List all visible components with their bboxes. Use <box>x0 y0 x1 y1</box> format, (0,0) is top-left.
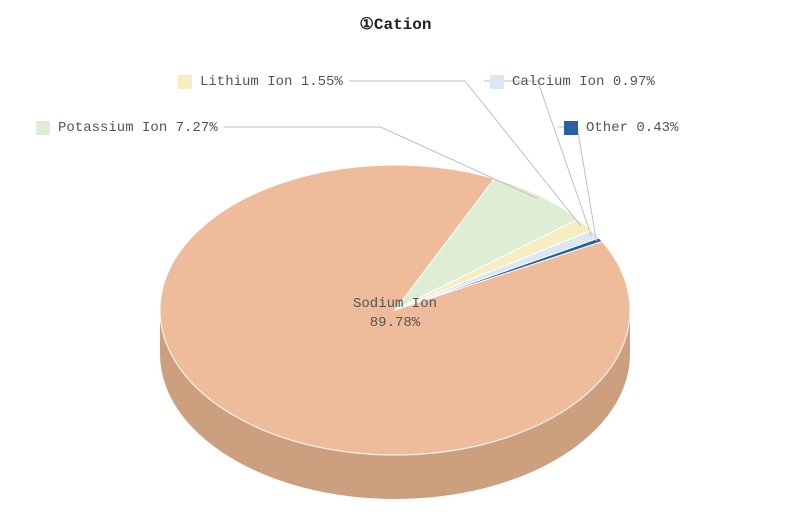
cation-pie-chart: ①Cation Potassium Ion 7.27%Lithium Ion 1… <box>0 0 791 521</box>
inner-label-line2: 89.78% <box>305 314 485 333</box>
legend-swatch <box>178 75 192 89</box>
legend-text: Potassium Ion 7.27% <box>58 120 218 136</box>
legend-text: Other 0.43% <box>586 120 678 136</box>
legend-item-other: Other 0.43% <box>564 120 678 136</box>
legend-swatch <box>490 75 504 89</box>
legend-item-potassium-ion: Potassium Ion 7.27% <box>36 120 218 136</box>
inner-label-line1: Sodium Ion <box>305 295 485 314</box>
pie-svg <box>0 0 791 521</box>
legend-text: Lithium Ion 1.55% <box>200 74 343 90</box>
legend-item-calcium-ion: Calcium Ion 0.97% <box>490 74 655 90</box>
legend-swatch <box>564 121 578 135</box>
legend-swatch <box>36 121 50 135</box>
inner-label-sodium-ion: Sodium Ion89.78% <box>305 295 485 333</box>
legend-item-lithium-ion: Lithium Ion 1.55% <box>178 74 343 90</box>
legend-text: Calcium Ion 0.97% <box>512 74 655 90</box>
